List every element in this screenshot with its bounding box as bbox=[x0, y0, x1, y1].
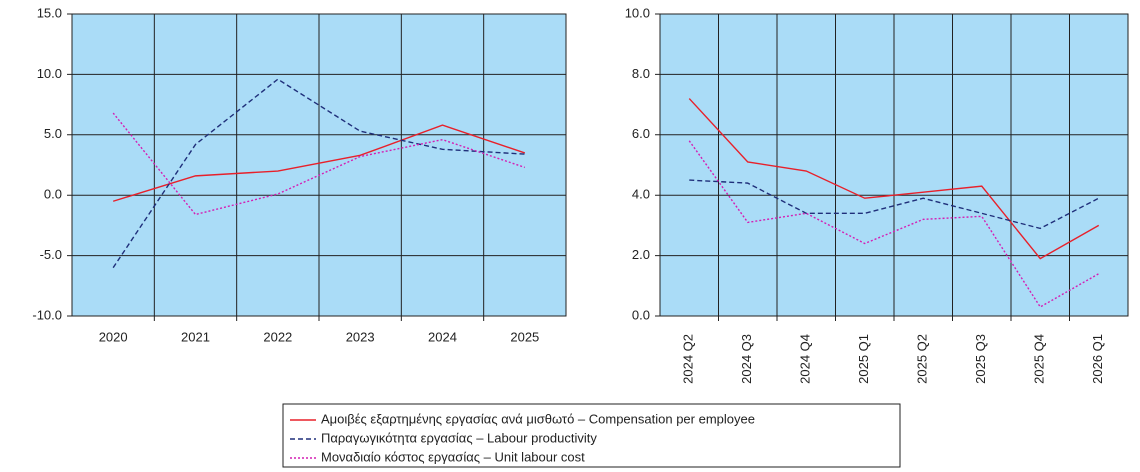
x-tick-label: 2021 bbox=[181, 329, 210, 344]
series-line bbox=[112, 78, 525, 269]
y-tick-label: 8.0 bbox=[632, 66, 650, 81]
series-line bbox=[688, 140, 1100, 308]
y-tick-label: 15.0 bbox=[37, 5, 62, 20]
x-tick-label: 2025 Q4 bbox=[1032, 334, 1047, 384]
x-tick-label: 2024 bbox=[428, 329, 457, 344]
y-tick-label: 10.0 bbox=[37, 66, 62, 81]
x-tick-label: 2025 Q1 bbox=[856, 334, 871, 384]
y-tick-label: -5.0 bbox=[40, 247, 62, 262]
series-line bbox=[689, 179, 1100, 230]
x-tick-label: 2026 Q1 bbox=[1090, 334, 1105, 384]
y-tick-label: 2.0 bbox=[632, 247, 650, 262]
x-tick-label: 2024 Q4 bbox=[798, 334, 813, 384]
y-tick-label: 10.0 bbox=[625, 5, 650, 20]
legend-label: Αμοιβές εξαρτημένης εργασίας ανά μισθωτό… bbox=[321, 411, 755, 426]
y-tick-label: 4.0 bbox=[632, 187, 650, 202]
legend-box bbox=[282, 403, 901, 468]
x-tick-label: 2025 Q2 bbox=[915, 334, 930, 384]
legend-label: Μοναδιαίο κόστος εργασίας – Unit labour … bbox=[321, 449, 585, 464]
y-tick-label: 0.0 bbox=[632, 307, 650, 322]
y-tick-label: 5.0 bbox=[44, 126, 62, 141]
x-tick-label: 2024 Q2 bbox=[681, 334, 696, 384]
series-line bbox=[112, 124, 526, 202]
x-tick-label: 2020 bbox=[99, 329, 128, 344]
x-tick-label: 2025 Q3 bbox=[973, 334, 988, 384]
y-tick-label: 6.0 bbox=[632, 126, 650, 141]
y-tick-label: -10.0 bbox=[32, 307, 62, 322]
x-tick-label: 2024 Q3 bbox=[739, 334, 754, 384]
x-tick-label: 2023 bbox=[346, 329, 375, 344]
x-tick-label: 2025 bbox=[510, 329, 539, 344]
x-tick-label: 2022 bbox=[263, 329, 292, 344]
series-line bbox=[688, 98, 1100, 260]
y-tick-label: 0.0 bbox=[44, 187, 62, 202]
series-line bbox=[112, 112, 526, 216]
legend-label: Παραγωγικότητα εργασίας – Labour product… bbox=[321, 430, 597, 445]
